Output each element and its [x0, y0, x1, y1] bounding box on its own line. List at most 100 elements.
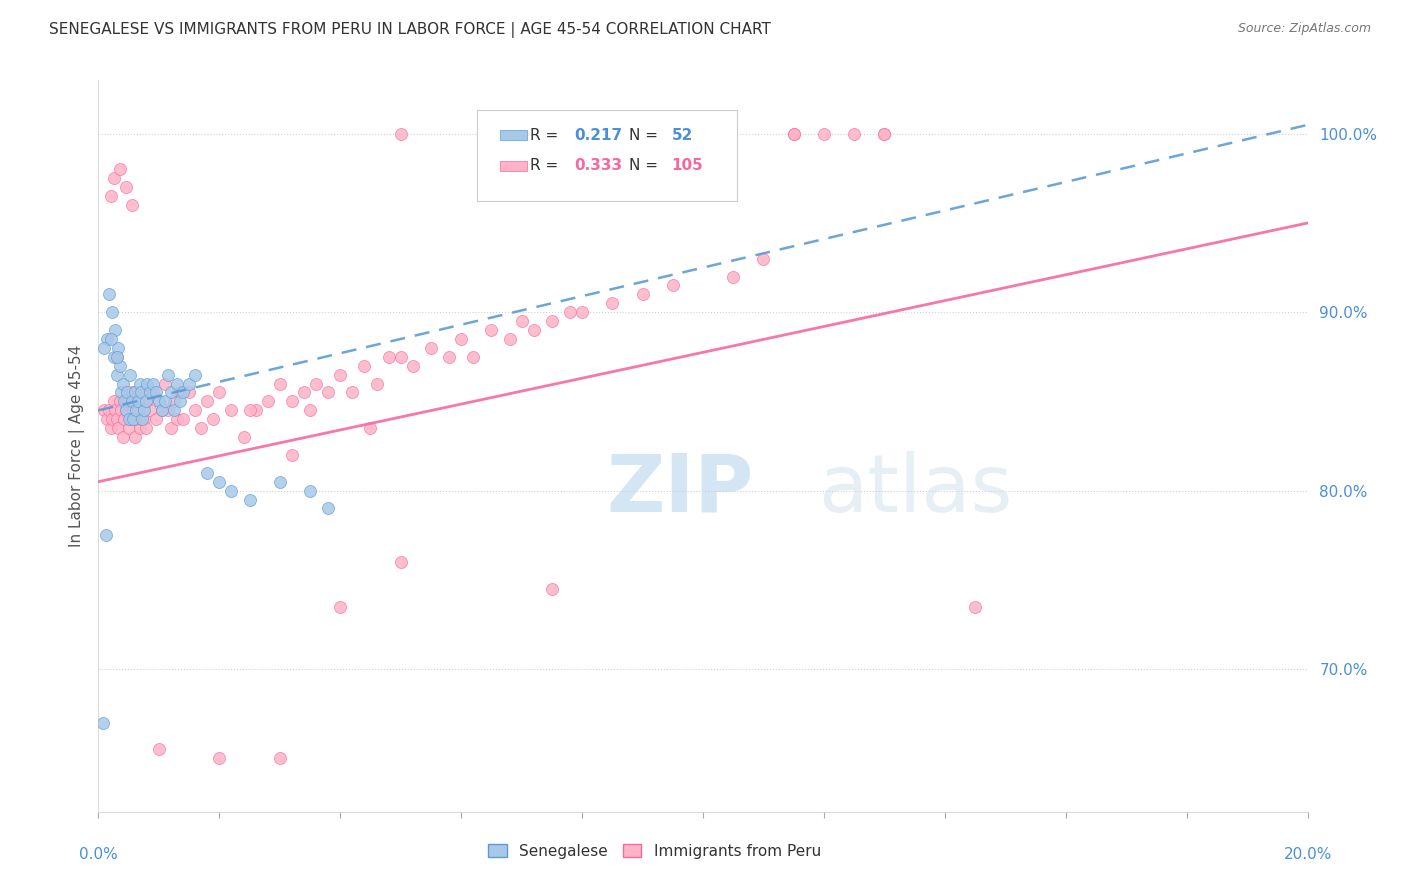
- Point: [305, 376, 328, 391]
- Point: [129, 385, 152, 400]
- Point: [114, 403, 136, 417]
- Text: N =: N =: [630, 159, 664, 173]
- Point: [389, 555, 412, 569]
- Point: [96, 412, 118, 426]
- Point: [360, 421, 382, 435]
- Point: [169, 394, 191, 409]
- Point: [163, 403, 186, 417]
- Point: [148, 394, 170, 409]
- FancyBboxPatch shape: [501, 161, 527, 171]
- Point: [631, 287, 654, 301]
- Point: [160, 421, 183, 435]
- Point: [202, 412, 225, 426]
- Point: [122, 412, 145, 426]
- Point: [844, 127, 866, 141]
- Point: [163, 394, 186, 409]
- Point: [156, 368, 179, 382]
- Point: [558, 305, 581, 319]
- Point: [105, 368, 128, 382]
- Point: [135, 376, 157, 391]
- Point: [437, 350, 460, 364]
- Point: [98, 287, 121, 301]
- Point: [510, 314, 533, 328]
- Point: [124, 385, 146, 400]
- Point: [107, 341, 129, 355]
- Point: [299, 483, 322, 498]
- Point: [631, 127, 654, 141]
- Point: [121, 385, 143, 400]
- Point: [752, 252, 775, 266]
- Point: [316, 501, 339, 516]
- Point: [523, 323, 546, 337]
- FancyBboxPatch shape: [477, 110, 737, 201]
- Point: [107, 421, 129, 435]
- Point: [139, 403, 162, 417]
- Point: [103, 171, 125, 186]
- Point: [100, 305, 122, 319]
- Point: [169, 385, 191, 400]
- Point: [132, 412, 155, 426]
- Point: [150, 403, 173, 417]
- Point: [172, 412, 194, 426]
- Point: [256, 394, 278, 409]
- Point: [813, 127, 835, 141]
- Point: [208, 751, 231, 765]
- Point: [139, 385, 162, 400]
- Point: [156, 403, 179, 417]
- Point: [463, 350, 485, 364]
- FancyBboxPatch shape: [501, 130, 527, 140]
- Point: [540, 582, 562, 596]
- Point: [239, 403, 262, 417]
- Point: [114, 403, 136, 417]
- Point: [111, 376, 134, 391]
- Point: [100, 412, 122, 426]
- Point: [389, 350, 412, 364]
- Text: ZIP: ZIP: [606, 450, 754, 529]
- Point: [184, 403, 207, 417]
- Point: [965, 599, 987, 614]
- Point: [269, 475, 291, 489]
- Point: [131, 412, 153, 426]
- Point: [269, 376, 291, 391]
- Point: [121, 394, 143, 409]
- Point: [661, 278, 683, 293]
- Point: [105, 412, 128, 426]
- Point: [145, 385, 167, 400]
- Text: 0.217: 0.217: [574, 128, 621, 143]
- Point: [148, 394, 170, 409]
- Point: [153, 376, 176, 391]
- Point: [122, 403, 145, 417]
- Point: [91, 715, 114, 730]
- Point: [127, 394, 149, 409]
- Text: N =: N =: [630, 128, 664, 143]
- Point: [128, 421, 150, 435]
- Legend: Senegalese, Immigrants from Peru: Senegalese, Immigrants from Peru: [488, 844, 821, 859]
- Point: [93, 403, 115, 417]
- Point: [498, 332, 520, 346]
- Point: [366, 376, 388, 391]
- Point: [389, 127, 412, 141]
- Point: [873, 127, 896, 141]
- Point: [510, 127, 533, 141]
- Point: [221, 403, 243, 417]
- Point: [166, 376, 188, 391]
- Point: [135, 394, 157, 409]
- Point: [148, 742, 170, 756]
- Point: [540, 314, 562, 328]
- Point: [108, 394, 131, 409]
- Point: [142, 385, 165, 400]
- Point: [105, 350, 128, 364]
- Point: [281, 448, 304, 462]
- Point: [166, 412, 188, 426]
- Point: [104, 323, 127, 337]
- Text: 52: 52: [672, 128, 693, 143]
- Point: [103, 350, 125, 364]
- Point: [132, 403, 155, 417]
- Text: 105: 105: [672, 159, 703, 173]
- Point: [103, 394, 125, 409]
- Point: [94, 528, 117, 542]
- Point: [179, 385, 201, 400]
- Point: [100, 189, 122, 203]
- Point: [195, 394, 218, 409]
- Point: [208, 385, 231, 400]
